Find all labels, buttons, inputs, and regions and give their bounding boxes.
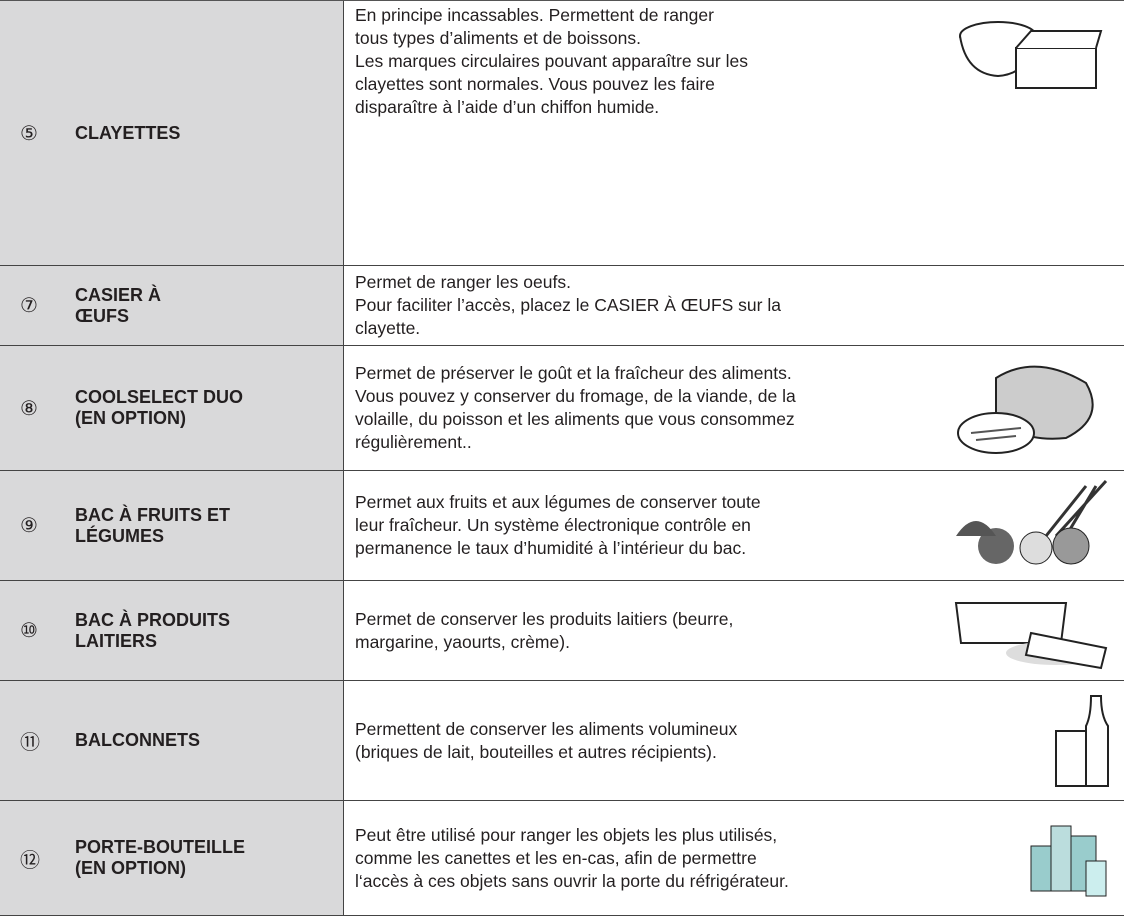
description: Peut être utilisé pour ranger les objets… [355, 801, 924, 915]
label-cell: ⑨ BAC À FRUITS ET LÉGUMES [0, 471, 344, 580]
description: Permet de conserver les produits laitier… [355, 581, 924, 680]
label-line: PORTE-BOUTEILLE [75, 837, 245, 857]
label-line: CLAYETTES [75, 122, 181, 143]
label-line: ŒUFS [75, 305, 129, 326]
label-line: BAC À PRODUITS [75, 609, 231, 630]
item-label: BAC À PRODUITS LAITIERS [75, 610, 230, 652]
label-line: LAITIERS [75, 630, 158, 651]
description-line: régulièrement.. [355, 432, 472, 452]
label-line: COOLSELECT DUO [75, 387, 244, 407]
description-line: volaille, du poisson et les aliments que… [355, 409, 795, 429]
description-line: Permet de conserver les produits laitier… [355, 608, 734, 629]
description: Permet de préserver le goût et la fraîch… [355, 346, 924, 470]
label-cell: ⑧ COOLSELECT DUO (EN OPTION) [0, 346, 344, 470]
description-line: clayette. [355, 318, 421, 338]
description-line: Peut être utilisé pour ranger les objets… [355, 824, 778, 845]
description-line: comme les canettes et les en-cas, afin d… [355, 847, 757, 868]
item-number: ⑤ [20, 122, 38, 145]
item-illustration [954, 602, 1108, 670]
item-label: PORTE-BOUTEILLE (EN OPTION) [75, 837, 245, 879]
item-illustration [959, 21, 1103, 89]
description-line: Permettent de conserver les aliments vol… [355, 718, 738, 739]
description-line: Vous pouvez y conserver du fromage, de l… [355, 386, 796, 406]
table-row: ⑤ CLAYETTES En principe incassables. Perme… [0, 1, 1124, 266]
description-line: permanence le taux d’humidité à l’intéri… [355, 538, 747, 558]
description-line: margarine, yaourts, crème). [355, 631, 570, 652]
description: Permet aux fruits et aux légumes de cons… [355, 471, 924, 580]
description-line: tous types d’aliments et de boissons. [355, 28, 641, 48]
item-number: ⑩ [20, 620, 38, 642]
item-number: ⑧ [20, 397, 38, 420]
item-number: ⑪ [20, 732, 40, 754]
description-line: leur fraîcheur. Un système électronique … [355, 515, 751, 535]
label-line: (EN OPTION) [75, 408, 186, 428]
label-cell: ⑤ CLAYETTES [0, 1, 344, 265]
label-cell: ⑫ PORTE-BOUTEILLE (EN OPTION) [0, 801, 344, 915]
label-cell: ⑦ CASIER À ŒUFS [0, 266, 344, 345]
description-line: l‘accès à ces objets sans ouvrir la port… [355, 870, 789, 891]
item-illustration [957, 365, 1094, 454]
table-row: ⑨ BAC À FRUITS ET LÉGUMES Permet aux fruits… [0, 471, 1124, 581]
label-cell: ⑪ BALCONNETS [0, 681, 344, 800]
item-number: ⑨ [20, 515, 38, 537]
table-row: ⑪ BALCONNETS Permettent de conserver les a… [0, 681, 1124, 801]
description-line: clayettes sont normales. Vous pouvez les… [355, 74, 715, 94]
item-number: ⑫ [20, 849, 40, 872]
item-number: ⑦ [20, 295, 38, 317]
description-line: disparaître à l’aide d’un chiffon humide… [355, 97, 660, 117]
item-label: COOLSELECT DUO (EN OPTION) [75, 387, 243, 429]
item-illustration [1030, 825, 1107, 897]
table-row: ⑩ BAC À PRODUITS LAITIERS Permet de conserv… [0, 581, 1124, 681]
label-line: LÉGUMES [75, 525, 165, 546]
description: En principe incassables. Permettent de r… [355, 1, 924, 265]
label-line: BAC À FRUITS ET [75, 504, 230, 525]
item-label: BAC À FRUITS ET LÉGUMES [75, 505, 230, 547]
label-line: (EN OPTION) [75, 858, 186, 878]
label-line: CASIER À [75, 284, 162, 305]
table-row: ⑫ PORTE-BOUTEILLE (EN OPTION) Peut être uti… [0, 801, 1124, 916]
description-line: Pour faciliter l’accès, placez le CASIER… [355, 295, 781, 315]
description: Permettent de conserver les aliments vol… [355, 681, 924, 800]
item-label: CASIER À ŒUFS [75, 285, 161, 327]
label-line: BALCONNETS [75, 730, 200, 750]
description-line: En principe incassables. Permettent de r… [355, 5, 714, 25]
description-line: (briques de lait, bouteilles et autres r… [355, 741, 717, 762]
description-line: Permet aux fruits et aux légumes de cons… [355, 492, 761, 512]
item-illustration [1055, 695, 1109, 787]
description-line: Permet de préserver le goût et la fraîch… [355, 363, 792, 383]
item-label: BALCONNETS [75, 730, 200, 751]
item-illustration [956, 479, 1108, 565]
item-label: CLAYETTES [75, 123, 180, 144]
description-line: Les marques circulaires pouvant apparaît… [355, 51, 748, 71]
table-row: ⑧ COOLSELECT DUO (EN OPTION) Permet de prés… [0, 346, 1124, 471]
table-row: ⑦ CASIER À ŒUFS Permet de ranger les oeufs.… [0, 266, 1124, 346]
description-line: Permet de ranger les oeufs. [355, 272, 571, 292]
description: Permet de ranger les oeufs. Pour facilite… [355, 266, 924, 345]
label-cell: ⑩ BAC À PRODUITS LAITIERS [0, 581, 344, 680]
